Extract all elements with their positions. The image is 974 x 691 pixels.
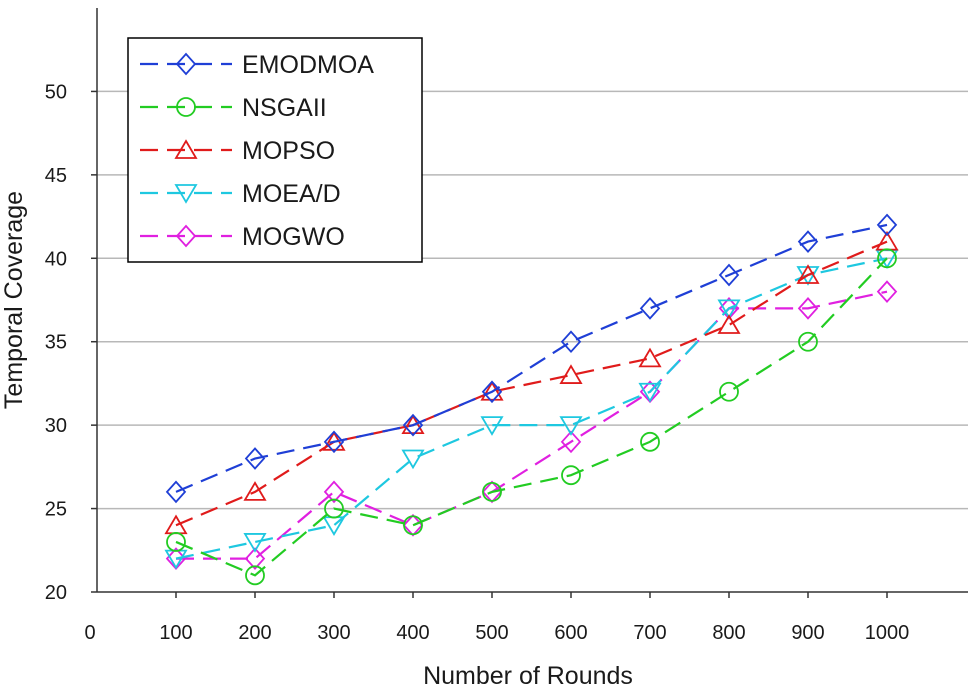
data-point-nsgaii xyxy=(245,565,265,586)
x-tick-label: 900 xyxy=(791,622,824,644)
axes xyxy=(96,8,968,593)
data-point-nsgaii xyxy=(482,481,502,502)
data-point-moea-d xyxy=(559,416,583,436)
data-point-moea-d xyxy=(717,299,741,320)
series-nsgaii xyxy=(166,248,897,586)
data-point-nsgaii xyxy=(403,515,423,536)
data-point-emodmoa xyxy=(323,430,345,454)
data-point-moea-d xyxy=(480,416,504,436)
y-tick-label: 25 xyxy=(45,499,67,521)
data-point-mogwo xyxy=(797,296,819,320)
y-tick-label: 20 xyxy=(45,582,67,604)
data-point-mogwo xyxy=(481,480,503,504)
data-point-emodmoa xyxy=(165,480,187,504)
series-moea-d xyxy=(164,249,899,570)
legend-item-mogwo: MOGWO xyxy=(140,223,345,251)
legend-item-nsgaii: NSGAII xyxy=(140,94,327,122)
series-layer xyxy=(164,213,899,586)
data-point-nsgaii xyxy=(561,465,581,486)
data-point-emodmoa xyxy=(402,413,424,437)
x-tick-label: 600 xyxy=(554,622,587,644)
y-tick-label: 50 xyxy=(45,81,67,103)
data-point-nsgaii xyxy=(719,381,739,402)
data-point-mopso xyxy=(796,264,820,284)
legend-label: MOPSO xyxy=(242,137,335,165)
legend: EMODMOA NSGAII MOPSO MOEA/D MOGWO xyxy=(127,37,423,263)
x-tick-label: 1000 xyxy=(865,622,910,644)
x-tick-label: 700 xyxy=(633,622,666,644)
y-axis-title: Temporal Coverage xyxy=(0,191,28,409)
data-point-emodmoa xyxy=(876,213,898,237)
y-tick-label: 40 xyxy=(45,248,67,270)
data-point-moea-d xyxy=(401,449,425,470)
y-tick-label: 35 xyxy=(45,332,67,354)
x-axis-title: Number of Rounds xyxy=(423,662,633,690)
data-point-emodmoa xyxy=(718,263,740,287)
x-tick-label: 0 xyxy=(84,622,95,644)
x-tick-label: 300 xyxy=(317,622,350,644)
x-tick-label: 400 xyxy=(396,622,429,644)
legend-marker xyxy=(174,184,198,204)
series-emodmoa xyxy=(165,213,898,504)
y-tick-label: 45 xyxy=(45,165,67,187)
legend-item-mopso: MOPSO xyxy=(140,137,335,165)
x-tick-label: 100 xyxy=(159,622,192,644)
data-point-mopso xyxy=(401,414,425,435)
legend-label: MOEA/D xyxy=(242,180,341,208)
x-tick-label: 500 xyxy=(475,622,508,644)
data-point-nsgaii xyxy=(324,498,344,519)
legend-label: EMODMOA xyxy=(242,51,374,79)
series-line-emodmoa xyxy=(175,223,888,493)
data-point-mopso xyxy=(480,380,504,401)
data-point-emodmoa xyxy=(244,447,266,470)
data-point-mogwo xyxy=(244,547,266,570)
legend-label: MOGWO xyxy=(242,223,345,251)
data-point-mopso xyxy=(638,347,662,368)
data-point-mogwo xyxy=(323,480,345,504)
data-point-emodmoa xyxy=(639,296,661,320)
legend-label: NSGAII xyxy=(242,94,327,122)
data-point-nsgaii xyxy=(640,431,660,452)
data-point-mogwo xyxy=(560,430,582,454)
series-mopso xyxy=(164,230,899,535)
data-point-nsgaii xyxy=(166,532,186,552)
legend-marker xyxy=(174,139,198,159)
data-point-mopso xyxy=(559,364,583,384)
data-point-moea-d xyxy=(243,533,267,553)
data-point-emodmoa xyxy=(560,330,582,354)
data-point-mogwo xyxy=(876,280,898,304)
data-point-nsgaii xyxy=(798,331,818,352)
legend-item-emodmoa: EMODMOA xyxy=(140,51,374,79)
x-tick-label: 800 xyxy=(712,622,745,644)
legend-marker xyxy=(175,52,197,76)
legend-marker xyxy=(175,224,197,248)
y-tick-label: 30 xyxy=(45,415,67,437)
series-line-mopso xyxy=(175,240,888,527)
data-point-emodmoa xyxy=(797,230,819,253)
data-point-mopso xyxy=(717,314,741,334)
data-point-emodmoa xyxy=(481,380,503,404)
legend-item-moea-d: MOEA/D xyxy=(140,180,341,208)
series-line-moea-d xyxy=(175,257,888,560)
x-tick-label: 200 xyxy=(238,622,271,644)
data-point-nsgaii xyxy=(877,248,897,269)
series-line-nsgaii xyxy=(175,257,888,577)
data-point-moea-d xyxy=(638,382,662,403)
data-point-mopso xyxy=(243,481,267,501)
legend-marker xyxy=(176,97,196,117)
